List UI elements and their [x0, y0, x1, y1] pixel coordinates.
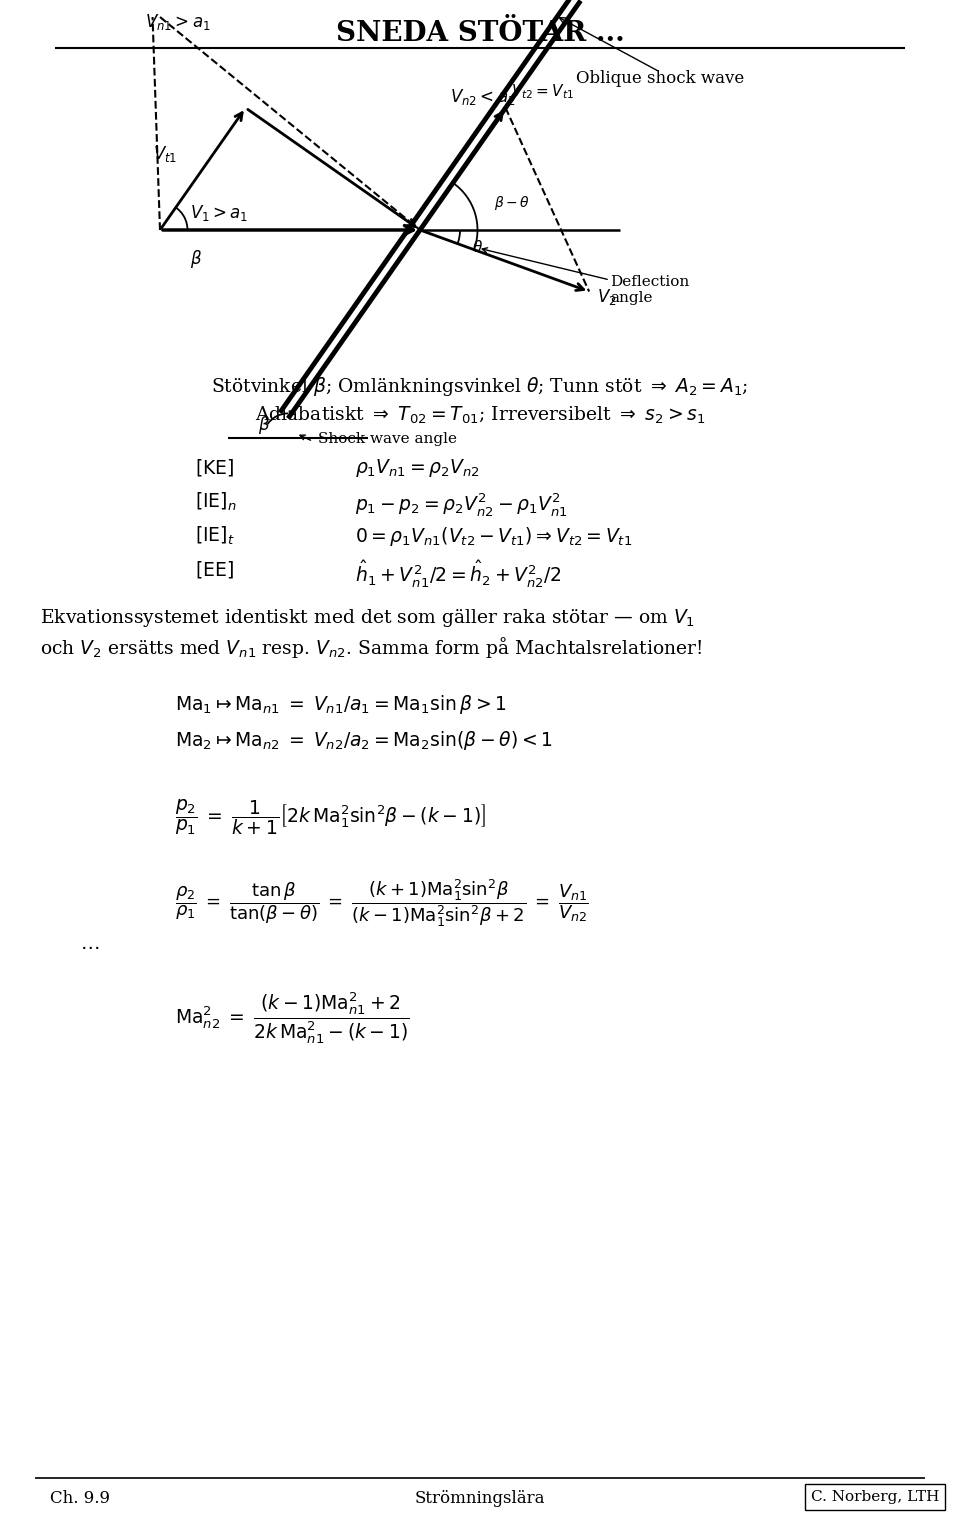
- Text: $V_{t2} = V_{t1}$: $V_{t2} = V_{t1}$: [511, 81, 573, 101]
- Text: $\beta$: $\beta$: [258, 415, 270, 436]
- Text: Ch. 9.9: Ch. 9.9: [50, 1490, 110, 1507]
- Text: $0 = \rho_1 V_{n1}(V_{t2} - V_{t1}) \Rightarrow V_{t2} = V_{t1}$: $0 = \rho_1 V_{n1}(V_{t2} - V_{t1}) \Rig…: [355, 525, 633, 548]
- Text: $V_{n1} > a_1$: $V_{n1} > a_1$: [145, 12, 210, 32]
- Text: $\dfrac{p_2}{p_1} \;=\; \dfrac{1}{k+1}\left[2k\,\mathrm{Ma}_1^2 \sin^2\!\beta - : $\dfrac{p_2}{p_1} \;=\; \dfrac{1}{k+1}\l…: [175, 797, 486, 837]
- Text: $\beta - \theta$: $\beta - \theta$: [493, 194, 530, 213]
- Text: $\rho_1 V_{n1} = \rho_2 V_{n2}$: $\rho_1 V_{n1} = \rho_2 V_{n2}$: [355, 457, 480, 479]
- Text: $\ldots$: $\ldots$: [80, 935, 99, 953]
- Text: $[\mathrm{IE}]_n$: $[\mathrm{IE}]_n$: [195, 491, 236, 513]
- Text: Oblique shock wave: Oblique shock wave: [576, 70, 744, 87]
- Text: $\mathrm{Ma}_2 \mapsto \mathrm{Ma}_{n2}\; =\; V_{n2}/a_2 = \mathrm{Ma}_2 \sin(\b: $\mathrm{Ma}_2 \mapsto \mathrm{Ma}_{n2}\…: [175, 728, 553, 753]
- Text: Shock wave angle: Shock wave angle: [318, 433, 457, 447]
- Text: C. Norberg, LTH: C. Norberg, LTH: [811, 1490, 939, 1504]
- Text: $V_{t1}$: $V_{t1}$: [153, 144, 177, 164]
- Text: $\theta$: $\theta$: [472, 239, 483, 256]
- Text: $\beta$: $\beta$: [190, 248, 203, 269]
- Text: SNEDA STÖTAR ...: SNEDA STÖTAR ...: [336, 20, 624, 47]
- Text: $p_1 - p_2 = \rho_2 V_{n2}^2 - \rho_1 V_{n1}^2$: $p_1 - p_2 = \rho_2 V_{n2}^2 - \rho_1 V_…: [355, 491, 567, 519]
- Text: Adiabatiskt $\Rightarrow$ $T_{02} = T_{01}$; Irreversibelt $\Rightarrow$ $s_2 > : Adiabatiskt $\Rightarrow$ $T_{02} = T_{0…: [254, 405, 706, 427]
- Text: Stötvinkel $\beta$; Omlänkningsvinkel $\theta$; Tunn stöt $\Rightarrow$ $A_2 = A: Stötvinkel $\beta$; Omlänkningsvinkel $\…: [211, 375, 749, 398]
- Text: Deflection
angle: Deflection angle: [610, 275, 689, 304]
- Text: Ekvationssystemet identiskt med det som gäller raka stötar — om $V_1$: Ekvationssystemet identiskt med det som …: [40, 607, 695, 629]
- Text: och $V_2$ ersätts med $V_{n1}$ resp. $V_{n2}$. Samma form på Machtalsrelationer!: och $V_2$ ersätts med $V_{n1}$ resp. $V_…: [40, 635, 703, 659]
- Text: Strömningslära: Strömningslära: [415, 1490, 545, 1507]
- Text: $\mathrm{Ma}_1 \mapsto \mathrm{Ma}_{n1}\; =\; V_{n1}/a_1 = \mathrm{Ma}_1 \sin\be: $\mathrm{Ma}_1 \mapsto \mathrm{Ma}_{n1}\…: [175, 693, 507, 716]
- Text: $V_{n2} < a_2$: $V_{n2} < a_2$: [450, 87, 516, 107]
- Text: $\mathrm{Ma}_{n2}^2 \;=\; \dfrac{(k-1)\mathrm{Ma}_{n1}^2 + 2}{2k\,\mathrm{Ma}_{n: $\mathrm{Ma}_{n2}^2 \;=\; \dfrac{(k-1)\m…: [175, 990, 410, 1047]
- Text: $\hat{h}_1 + V_{n1}^2/2 = \hat{h}_2 + V_{n2}^2/2$: $\hat{h}_1 + V_{n1}^2/2 = \hat{h}_2 + V_…: [355, 558, 562, 591]
- Text: $[\mathrm{EE}]$: $[\mathrm{EE}]$: [195, 558, 233, 580]
- Text: $[\mathrm{KE}]$: $[\mathrm{KE}]$: [195, 457, 234, 477]
- Text: $[\mathrm{IE}]_t$: $[\mathrm{IE}]_t$: [195, 525, 235, 548]
- Text: $\dfrac{\rho_2}{\rho_1} \;=\; \dfrac{\tan\beta}{\tan(\beta-\theta)} \;=\; \dfrac: $\dfrac{\rho_2}{\rho_1} \;=\; \dfrac{\ta…: [175, 877, 588, 929]
- Text: $V_2$: $V_2$: [597, 286, 616, 306]
- Text: $V_1 > a_1$: $V_1 > a_1$: [190, 203, 249, 223]
